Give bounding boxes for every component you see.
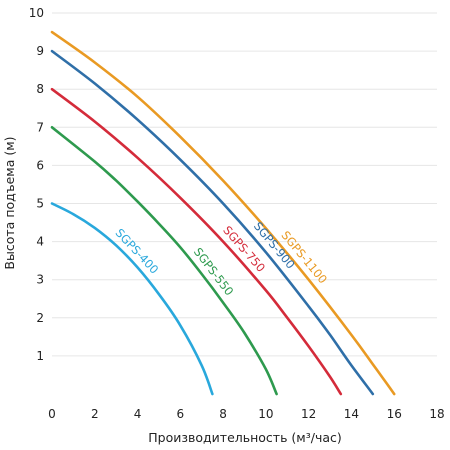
y-tick-label: 5 [36,197,44,211]
y-axis-ticks: 1 2 3 4 5 6 7 8 9 10 [29,6,44,363]
x-axis-ticks: 0 2 4 6 8 10 12 14 16 18 [48,407,444,421]
series-labels: SGPS-400 SGPS-550SGPS-750SGPS-900SGPS-110… [113,219,330,298]
series-line-sgps-400 [50,202,214,396]
y-tick-label: 1 [36,349,44,363]
x-tick-label: 16 [387,407,402,421]
y-tick-label: 3 [36,273,44,287]
x-tick-label: 0 [48,407,56,421]
y-tick-label: 2 [36,311,44,325]
x-tick-label: 2 [91,407,99,421]
x-tick-label: 12 [301,407,316,421]
y-tick-label: 9 [36,44,44,58]
series-label: SGPS-400 [113,226,162,277]
series-line-sgps-750 [50,87,343,396]
series-line-sgps-550 [50,126,278,396]
x-tick-label: 8 [219,407,227,421]
x-tick-label: 10 [258,407,273,421]
x-axis-title: Производительность (м³/час) [148,430,342,445]
series-line-sgps-900 [50,49,375,396]
x-tick-label: 14 [344,407,359,421]
y-tick-label: 6 [36,158,44,172]
series-curves [50,30,396,396]
series-line-sgps-1100 [50,30,396,396]
y-tick-label: 4 [36,235,44,249]
x-tick-label: 18 [429,407,444,421]
grid [52,12,437,357]
x-tick-label: 6 [177,407,185,421]
x-tick-label: 4 [134,407,142,421]
y-axis-title: Высота подъема (м) [2,136,17,269]
y-tick-label: 8 [36,82,44,96]
y-tick-label: 10 [29,6,44,20]
y-tick-label: 7 [36,120,44,134]
